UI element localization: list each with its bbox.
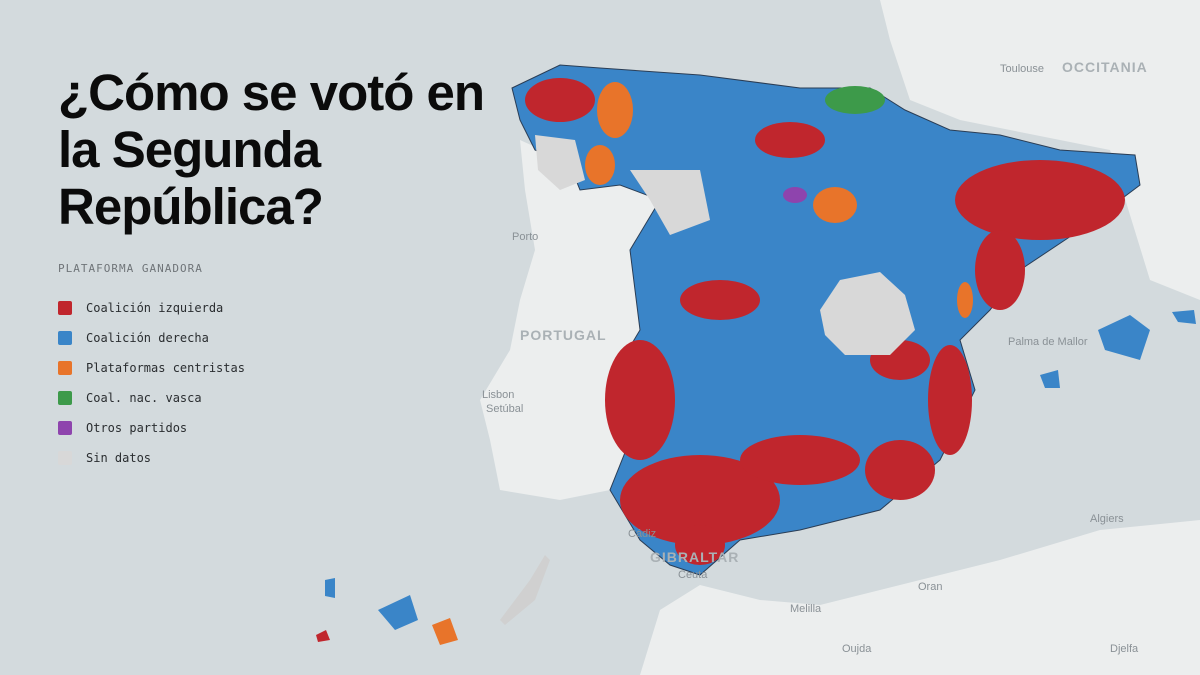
area (975, 230, 1025, 310)
no-data-area (535, 135, 585, 190)
legend-swatch (58, 391, 72, 405)
area (957, 282, 973, 318)
legend-label: Otros partidos (86, 421, 188, 435)
legend-title: PLATAFORMA GANADORA (58, 262, 203, 275)
island (378, 595, 418, 630)
basque-area (825, 86, 885, 114)
place-label: Djelfa (1110, 643, 1139, 655)
title: ¿Cómo se votó en la Segunda República? (58, 64, 485, 235)
area (620, 455, 780, 545)
left-areas (525, 78, 1125, 565)
place-label: PORTUGAL (520, 327, 607, 343)
legend-item: Coalición izquierda (58, 293, 245, 323)
legend-items: Coalición izquierda Coalición derecha Plat… (58, 293, 245, 473)
island (325, 578, 335, 598)
place-label: Melilla (790, 603, 822, 615)
place-label: Algiers (1090, 513, 1124, 525)
legend-label: Coalición derecha (86, 331, 209, 345)
legend-label: Sin datos (86, 451, 152, 465)
place-label: Toulouse (1000, 63, 1044, 75)
legend-swatch (58, 451, 72, 465)
area (955, 160, 1125, 240)
legend: PLATAFORMA GANADORA Coalición izquierda C… (58, 262, 245, 473)
island (1098, 315, 1150, 360)
place-label: Porto (512, 231, 538, 243)
legend-swatch (58, 331, 72, 345)
land-africa (640, 520, 1200, 675)
legend-swatch (58, 361, 72, 375)
centrist-areas (585, 82, 973, 318)
area (680, 280, 760, 320)
area (525, 78, 595, 122)
island (432, 618, 458, 645)
legend-item: Coal. nac. vasca (58, 383, 245, 413)
legend-item: Otros partidos (58, 413, 245, 443)
legend-label: Coalición izquierda (86, 301, 224, 315)
island (316, 630, 330, 642)
place-label: Lisbon (482, 389, 514, 401)
area (597, 82, 633, 138)
no-data-area (820, 272, 915, 355)
place-label: Oran (918, 581, 942, 593)
area (740, 435, 860, 485)
place-label: Palma de Mallor (1008, 336, 1088, 348)
legend-item: Plataformas centristas (58, 353, 245, 383)
place-label: OCCITANIA (1062, 59, 1148, 75)
area (675, 525, 725, 565)
area (813, 187, 857, 223)
place-label: Oujda (842, 643, 872, 655)
place-label: Setúbal (486, 403, 523, 415)
no-data-area (630, 170, 710, 235)
island (500, 555, 550, 625)
area (928, 345, 972, 455)
island (1172, 310, 1196, 324)
legend-swatch (58, 301, 72, 315)
island (1040, 370, 1060, 388)
place-label: GIBRALTAR (650, 549, 739, 565)
area (865, 440, 935, 500)
place-label: Cádiz (628, 528, 656, 540)
legend-item: Coalición derecha (58, 323, 245, 353)
area (585, 145, 615, 185)
other-area (783, 187, 807, 203)
legend-item: Sin datos (58, 443, 245, 473)
area (605, 340, 675, 460)
land-france (880, 0, 1200, 300)
place-label: Ceuta (678, 569, 708, 581)
area (755, 122, 825, 158)
legend-label: Coal. nac. vasca (86, 391, 202, 405)
legend-label: Plataformas centristas (86, 361, 245, 375)
legend-swatch (58, 421, 72, 435)
